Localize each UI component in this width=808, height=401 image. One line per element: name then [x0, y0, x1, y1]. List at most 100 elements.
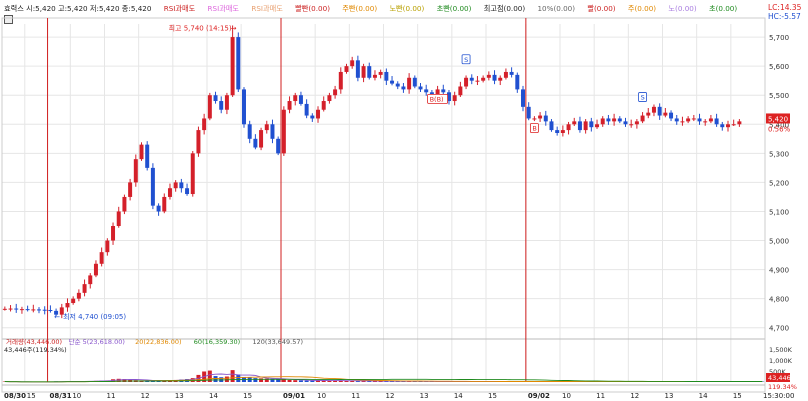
x-tick-label: 15: [733, 392, 742, 400]
candle: [583, 121, 588, 131]
candle: [538, 115, 543, 119]
candle: [429, 92, 434, 96]
legend-item[interactable]: 노빤(0.00): [389, 4, 425, 13]
volume-bar: [287, 379, 292, 382]
legend-item[interactable]: 빨빤(0.00): [295, 4, 330, 13]
volume-bar: [213, 376, 218, 382]
volume-legend-item[interactable]: 120(33,649.57): [253, 338, 304, 346]
candle: [452, 95, 457, 102]
volume-current-box: [766, 373, 790, 382]
volume-tick-label: 1,000K: [769, 357, 793, 365]
signal-marker[interactable]: [461, 54, 471, 65]
candle: [543, 115, 548, 122]
legend-item[interactable]: 노(0.00): [668, 4, 697, 13]
legend-item[interactable]: 주빤(0.00): [342, 4, 378, 13]
signal-marker[interactable]: [638, 92, 647, 102]
x-axis: 08/30 15 08/31 10 11 12 13 14 15 09/01 10 11 12 13 14 1…: [2, 384, 794, 400]
volume-ma-line: [4, 378, 763, 383]
hc-label: HC:-5.57: [768, 12, 801, 21]
candle: [128, 182, 133, 197]
candle: [122, 196, 127, 212]
legend-item[interactable]: RSI과매도: [163, 4, 196, 13]
annotations: 최고 5,740 (14:15)→ ← 최저 4,740 (09:05) S S B(B)…: [54, 23, 647, 321]
candle: [674, 118, 679, 122]
candle: [293, 95, 298, 102]
candle: [378, 71, 383, 75]
chart-option-button[interactable]: [4, 15, 13, 24]
candle: [384, 71, 389, 81]
volume-legend-item[interactable]: 20(22,836.00): [135, 338, 181, 346]
candle: [350, 60, 355, 67]
candle: [532, 118, 537, 120]
legend-item[interactable]: 초(0.00): [708, 4, 738, 13]
candle: [333, 89, 338, 96]
legend-item[interactable]: 초빤(0.00): [436, 4, 472, 13]
candle: [207, 95, 212, 119]
x-tick-label: 15: [488, 392, 497, 400]
candle: [185, 188, 190, 195]
candle: [2, 308, 7, 310]
candle: [515, 74, 520, 90]
signal-label: S: [464, 56, 468, 64]
x-tick-label: 10: [72, 392, 81, 400]
volume-bar: [372, 381, 377, 382]
legend-item[interactable]: 효력스 시:5,420 고:5,420 저:5,420 종:5,420: [4, 4, 152, 13]
candle: [424, 89, 429, 93]
volume-bar: [122, 379, 127, 382]
candle: [640, 115, 645, 122]
y-tick-label: 5,600: [769, 63, 789, 71]
candle: [65, 303, 70, 308]
candle: [8, 308, 13, 310]
legend-item[interactable]: RSI과매도: [207, 4, 240, 13]
legend-bar: 효력스 시:5,420 고:5,420 저:5,420 종:5,420 RSI과…: [4, 2, 747, 16]
signal-marker[interactable]: [529, 123, 539, 133]
candle: [355, 60, 360, 78]
candles: [2, 25, 742, 319]
candle: [469, 77, 474, 81]
x-tick-label: 12: [386, 392, 395, 400]
current-price-label: 5,420: [768, 115, 788, 123]
legend-item[interactable]: 빨(0.00): [587, 4, 616, 13]
legend-item[interactable]: 최고점(0.00): [483, 4, 526, 13]
y-tick-label: 5,400: [769, 121, 789, 129]
candle: [498, 77, 503, 81]
x-tick-label: 15: [243, 392, 252, 400]
x-tick-label: 15: [27, 392, 36, 400]
x-tick-label: 15:30:00: [763, 392, 794, 400]
candle: [264, 124, 269, 131]
legend-item[interactable]: 주(0.00): [627, 4, 657, 13]
volume-bar: [355, 381, 360, 382]
volume-bar: [304, 380, 309, 382]
legend-item[interactable]: 10%(0.00): [537, 4, 576, 13]
candle: [253, 138, 258, 148]
signal-marker[interactable]: [427, 93, 448, 104]
candle: [304, 103, 309, 116]
candle: [612, 118, 617, 122]
volume-legend-item[interactable]: 60(16,359.30): [194, 338, 240, 346]
volume-bar: [338, 380, 343, 382]
candle: [76, 292, 81, 299]
volume-bar: [361, 381, 366, 382]
volume-legend-item[interactable]: 단순 5(23,618.00): [69, 337, 125, 346]
x-tick-label: 09/02: [528, 392, 550, 400]
candle: [390, 80, 395, 84]
candle: [145, 144, 150, 168]
candle: [99, 252, 104, 264]
x-tick-label: 08/30: [4, 392, 26, 400]
candle: [88, 275, 93, 285]
candle: [219, 101, 224, 110]
arrow-right-icon: →: [231, 24, 237, 32]
current-pct-label: 0.56%: [768, 125, 791, 133]
volume-bar: [390, 381, 395, 382]
candle: [606, 118, 611, 122]
volume-legend-item[interactable]: 거래량(43,446.00): [6, 337, 62, 346]
candle: [71, 298, 76, 304]
legend-item[interactable]: RSI과매도: [251, 4, 283, 13]
candle: [213, 95, 218, 102]
candle: [486, 74, 491, 78]
volume-bar: [321, 380, 326, 382]
candle: [167, 188, 172, 197]
current-price-box: [766, 113, 790, 124]
